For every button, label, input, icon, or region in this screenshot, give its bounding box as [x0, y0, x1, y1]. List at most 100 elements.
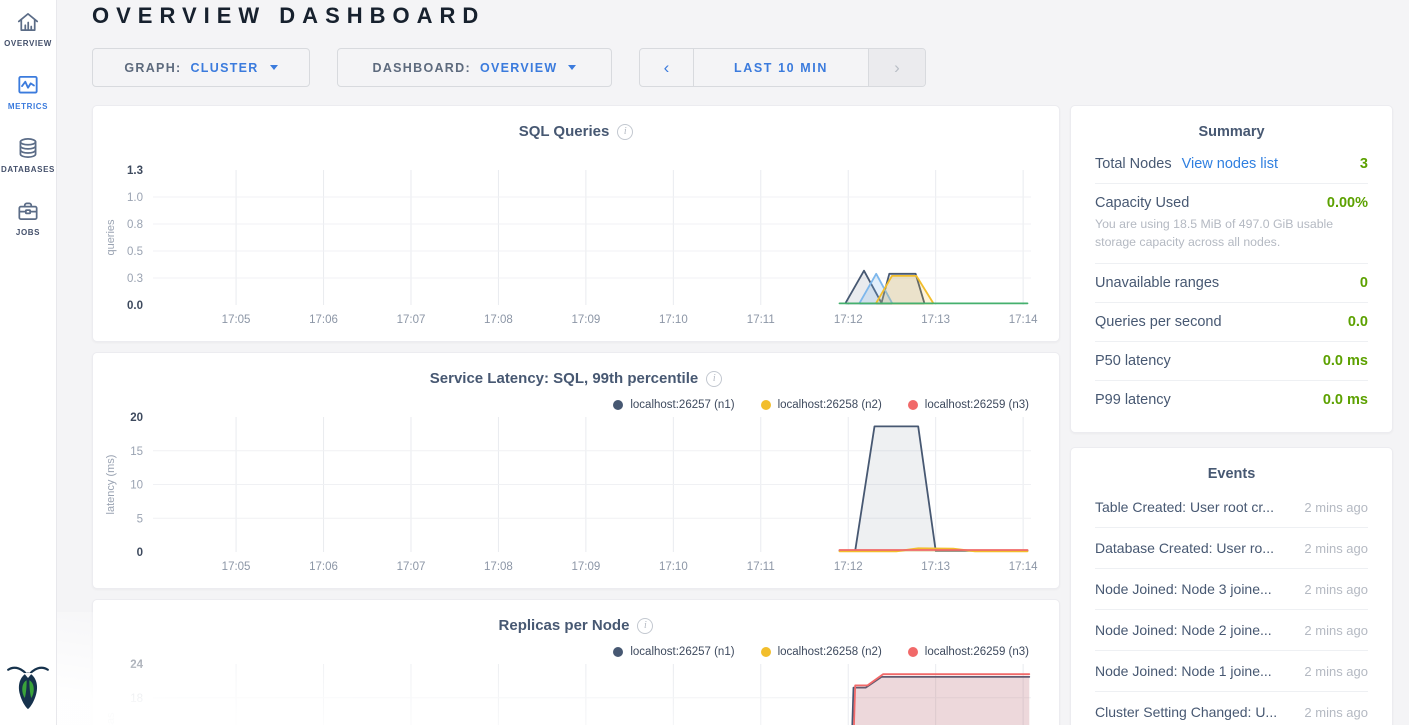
svg-text:17:14: 17:14 [1009, 561, 1038, 573]
event-time: 2 mins ago [1304, 623, 1368, 638]
legend-item[interactable]: localhost:26259 (n3) [907, 646, 1029, 658]
svg-text:17:05: 17:05 [222, 561, 251, 573]
event-message: Node Joined: Node 3 joine... [1095, 581, 1272, 597]
svg-text:replicas: replicas [105, 712, 117, 725]
event-time: 2 mins ago [1304, 582, 1368, 597]
sidebar-item-label: OVERVIEW [4, 39, 52, 48]
dashboard-dropdown-value: OVERVIEW [479, 60, 558, 75]
svg-text:queries: queries [105, 219, 117, 256]
summary-row-label: Unavailable ranges [1095, 274, 1220, 291]
summary-row-value: 3 [1359, 156, 1368, 172]
chart-panel-sql-queries: SQL Queries i 17:05 17:06 17:07 17:08 17:09 1… [92, 105, 1060, 342]
graph-dropdown-label: GRAPH: [124, 60, 182, 75]
chart-title: Service Latency: SQL, 99th percentile [429, 370, 699, 387]
replicas-chart-canvas: 17:0517:0617:0717:0817:0917:1017:1117:12… [105, 659, 1031, 725]
summary-panel: Summary Total Nodes View nodes list 3 Ca… [1070, 105, 1393, 433]
summary-row-label: P50 latency [1095, 352, 1171, 369]
legend-label: localhost:26259 (n3) [924, 399, 1029, 411]
svg-text:17:08: 17:08 [484, 561, 513, 573]
page-title: OVERVIEW DASHBOARD [92, 3, 486, 28]
event-message: Database Created: User ro... [1095, 540, 1274, 556]
svg-text:10: 10 [130, 480, 143, 492]
legend-item[interactable]: localhost:26259 (n3) [907, 399, 1029, 411]
time-window-value[interactable]: LAST 10 MIN [694, 49, 869, 86]
event-time: 2 mins ago [1304, 500, 1368, 515]
svg-text:17:12: 17:12 [834, 314, 863, 326]
time-window-selector: ‹ LAST 10 MIN › [639, 48, 926, 87]
dashboard-dropdown[interactable]: DASHBOARD: OVERVIEW [337, 48, 612, 87]
svg-text:5: 5 [137, 513, 143, 525]
event-row[interactable]: Cluster Setting Changed: U... 2 mins ago [1095, 692, 1368, 725]
event-row[interactable]: Node Joined: Node 1 joine... 2 mins ago [1095, 651, 1368, 692]
event-row[interactable]: Database Created: User ro... 2 mins ago [1095, 528, 1368, 569]
chart-title-row: Service Latency: SQL, 99th percentile i [93, 370, 1059, 387]
info-icon[interactable]: i [637, 617, 654, 634]
chart-panel-replicas-per-node: Replicas per Node i localhost:26257 (n1)… [92, 599, 1060, 725]
time-prev-button[interactable]: ‹ [640, 49, 694, 86]
sidebar-item-jobs[interactable]: JOBS [0, 198, 56, 237]
legend-item[interactable]: localhost:26257 (n1) [613, 399, 735, 411]
summary-row-label: Capacity Used [1095, 195, 1190, 211]
svg-text:0.0: 0.0 [127, 300, 143, 312]
svg-text:20: 20 [130, 412, 143, 424]
graph-dropdown[interactable]: GRAPH: CLUSTER [92, 48, 310, 87]
legend-label: localhost:26259 (n3) [924, 646, 1029, 658]
summary-row-total-nodes: Total Nodes View nodes list 3 [1095, 145, 1368, 184]
chart-title-row: SQL Queries i [93, 123, 1059, 140]
svg-text:0.3: 0.3 [127, 273, 143, 285]
svg-text:18: 18 [130, 693, 143, 705]
svg-text:17:06: 17:06 [309, 314, 338, 326]
svg-text:17:09: 17:09 [571, 561, 600, 573]
dashboard-dropdown-label: DASHBOARD: [372, 60, 471, 75]
svg-text:17:14: 17:14 [1009, 314, 1038, 326]
event-message: Cluster Setting Changed: U... [1095, 704, 1278, 720]
service-latency-chart-canvas: 17:05 17:06 17:07 17:08 17:09 17:10 17:11 17:12… [105, 412, 1038, 573]
view-nodes-list-link[interactable]: View nodes list [1181, 156, 1279, 172]
sidebar-item-overview[interactable]: OVERVIEW [0, 9, 56, 48]
info-icon[interactable]: i [706, 370, 723, 387]
svg-text:0.5: 0.5 [127, 246, 143, 258]
svg-text:1.0: 1.0 [127, 192, 143, 204]
summary-title: Summary [1198, 124, 1265, 140]
info-icon[interactable]: i [617, 123, 634, 140]
svg-text:17:13: 17:13 [921, 561, 950, 573]
svg-text:17:11: 17:11 [747, 314, 775, 326]
legend-dot-icon [907, 400, 918, 410]
events-panel: Events Table Created: User root cr... 2 … [1070, 447, 1393, 725]
summary-row-label: Total Nodes [1095, 156, 1172, 172]
svg-text:17:13: 17:13 [921, 314, 950, 326]
metrics-chart-icon [15, 72, 41, 98]
svg-text:1.3: 1.3 [127, 165, 143, 177]
sidebar-item-label: JOBS [15, 228, 41, 237]
sidebar-item-label: METRICS [7, 102, 49, 111]
legend-item[interactable]: localhost:26258 (n2) [760, 399, 882, 411]
chevron-down-icon [568, 65, 577, 70]
sidebar-item-databases[interactable]: DATABASES [0, 135, 56, 174]
graph-dropdown-value: CLUSTER [190, 60, 259, 75]
summary-row-p50-latency: P50 latency 0.0 ms [1095, 342, 1368, 381]
event-row[interactable]: Node Joined: Node 2 joine... 2 mins ago [1095, 610, 1368, 651]
legend-label: localhost:26258 (n2) [777, 399, 882, 411]
svg-text:17:10: 17:10 [659, 314, 688, 326]
svg-text:latency (ms): latency (ms) [105, 455, 117, 515]
summary-row-label: Queries per second [1095, 313, 1222, 330]
svg-text:0: 0 [137, 547, 143, 559]
svg-text:17:07: 17:07 [397, 561, 426, 573]
time-next-button[interactable]: › [869, 49, 925, 86]
chart-panel-service-latency: Service Latency: SQL, 99th percentile i … [92, 352, 1060, 589]
svg-text:0.8: 0.8 [127, 219, 143, 231]
event-time: 2 mins ago [1304, 541, 1368, 556]
summary-row-label: P99 latency [1095, 391, 1171, 408]
svg-text:15: 15 [130, 446, 143, 458]
sidebar-item-metrics[interactable]: METRICS [0, 72, 56, 111]
event-message: Node Joined: Node 1 joine... [1095, 663, 1272, 679]
event-row[interactable]: Table Created: User root cr... 2 mins ag… [1095, 487, 1368, 528]
cockroachdb-logo[interactable] [7, 663, 49, 718]
event-row[interactable]: Node Joined: Node 3 joine... 2 mins ago [1095, 569, 1368, 610]
svg-text:17:11: 17:11 [747, 561, 775, 573]
svg-text:17:10: 17:10 [659, 561, 688, 573]
svg-text:17:05: 17:05 [222, 314, 251, 326]
summary-row-unavailable-ranges: Unavailable ranges 0 [1095, 264, 1368, 303]
svg-text:17:12: 17:12 [834, 561, 863, 573]
